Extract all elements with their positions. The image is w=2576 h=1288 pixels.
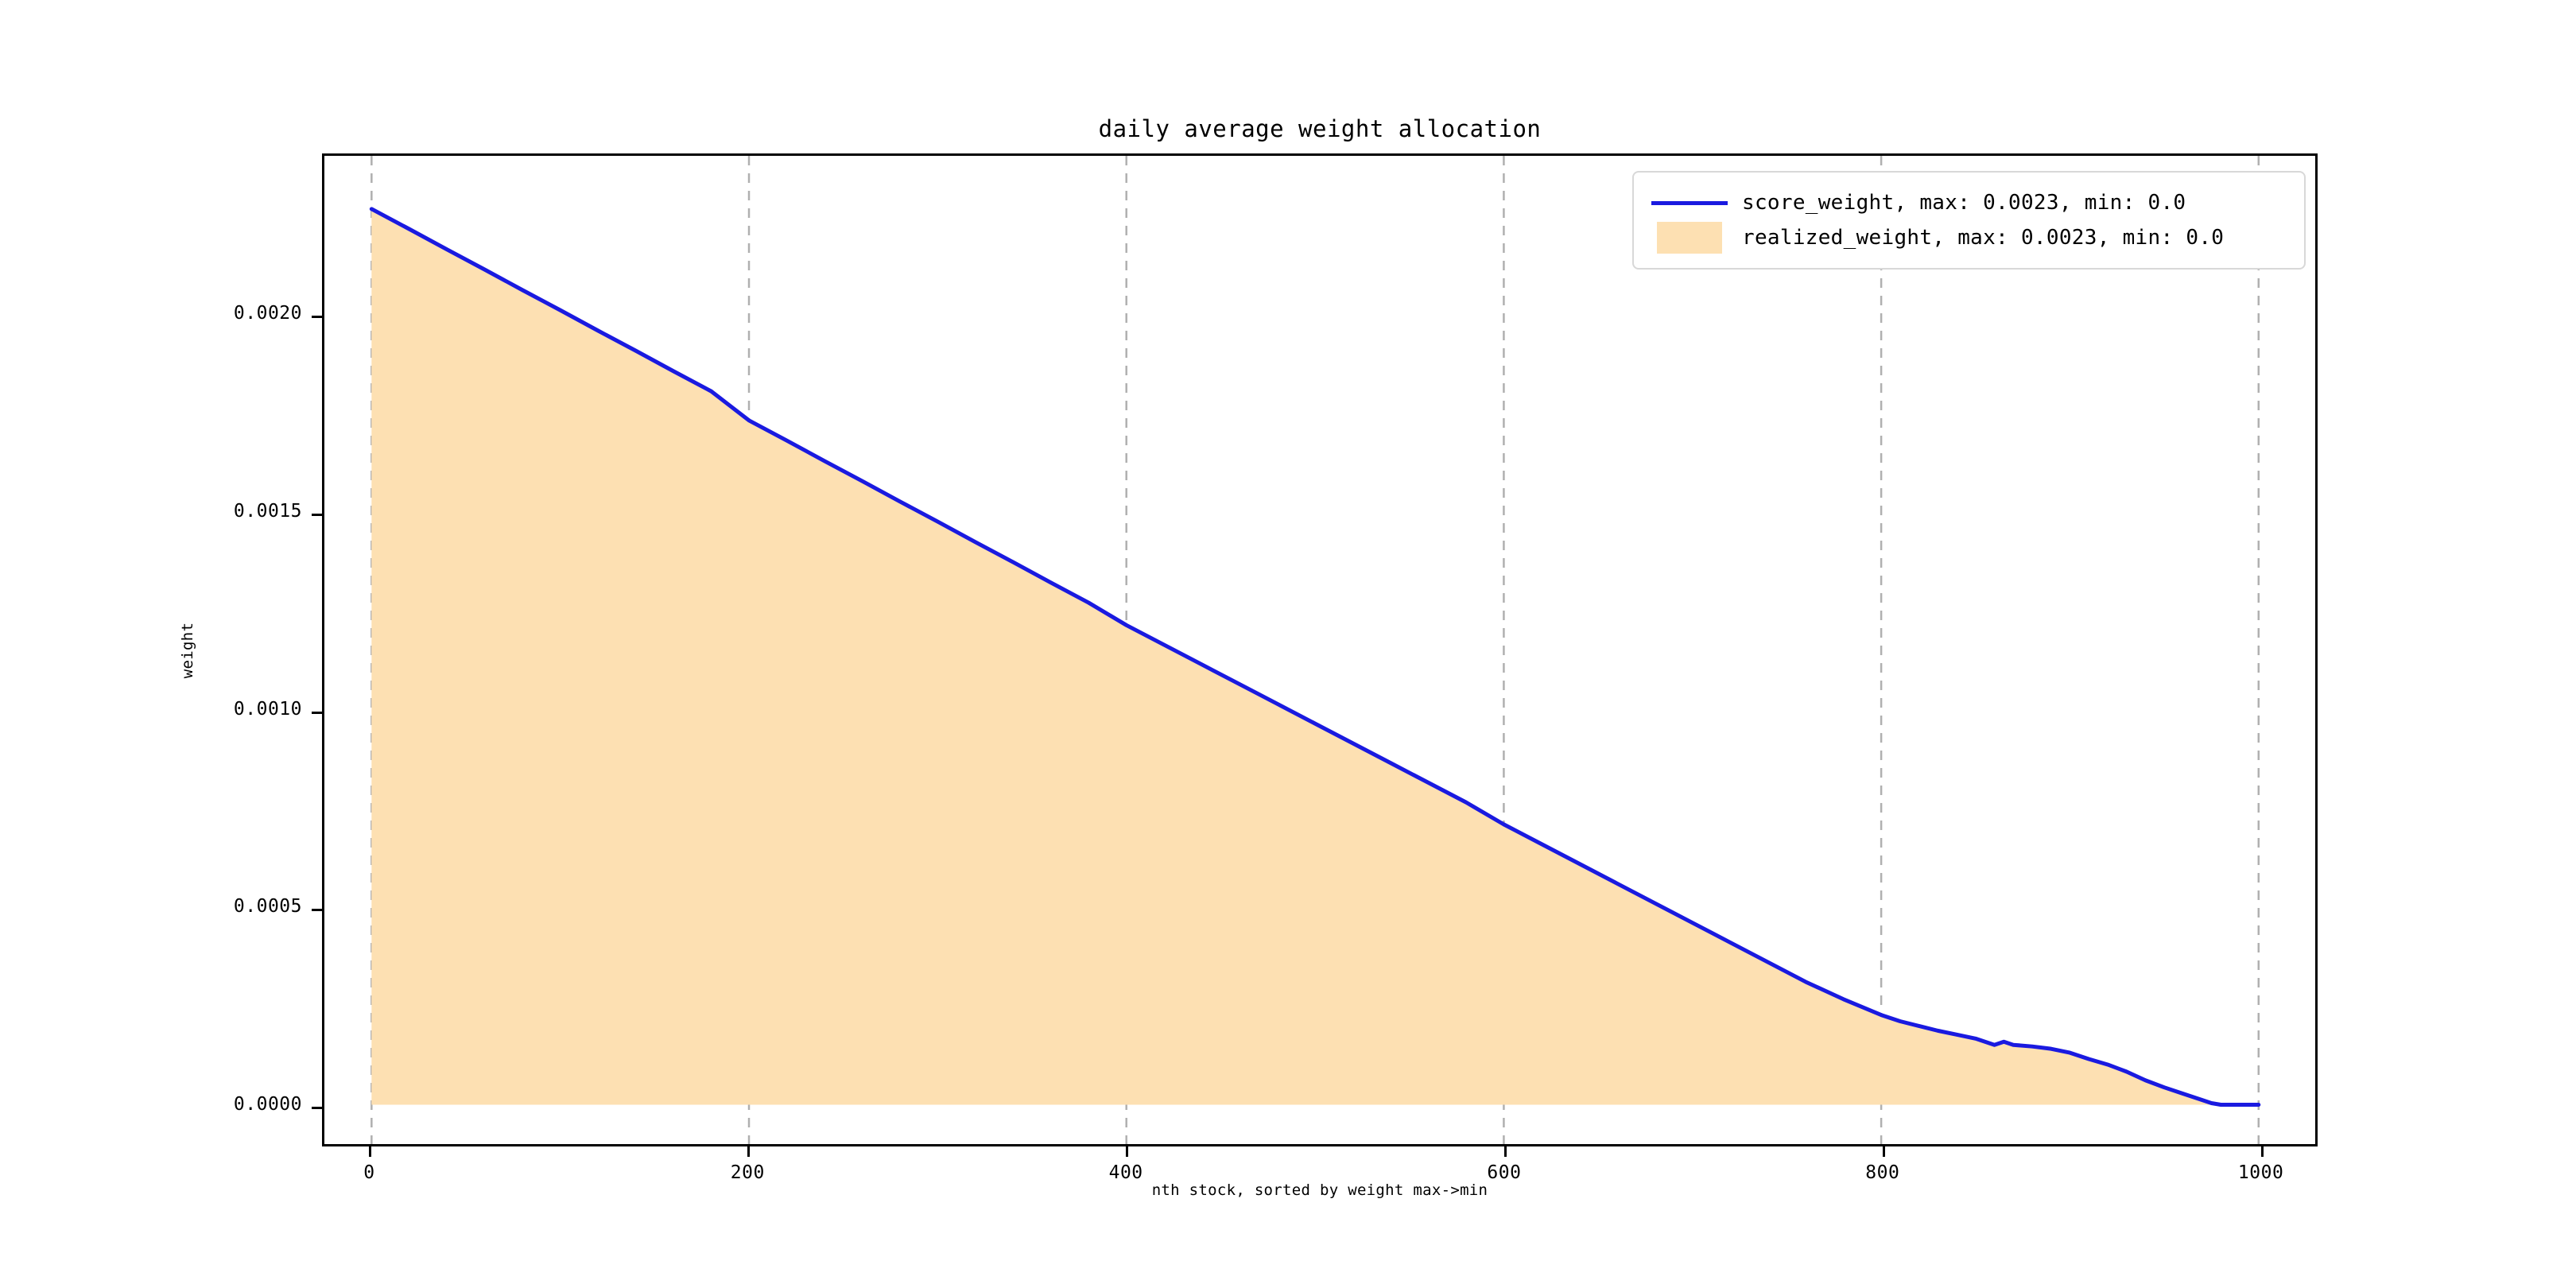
plot-area: [322, 153, 2318, 1146]
y-tick-label: 0.0010: [233, 698, 302, 720]
legend-item-score-weight[interactable]: score_weight, max: 0.0023, min: 0.0: [1648, 185, 2290, 220]
x-axis-title: nth stock, sorted by weight max->min: [1151, 1181, 1488, 1199]
realized-weight-area: [371, 208, 2259, 1105]
y-tick-label: 0.0000: [233, 1094, 302, 1115]
legend-label-realized-weight: realized_weight, max: 0.0023, min: 0.0: [1742, 226, 2225, 250]
legend-label-score-weight: score_weight, max: 0.0023, min: 0.0: [1742, 191, 2186, 215]
y-tick-mark: [312, 513, 322, 516]
x-tick-mark: [747, 1146, 751, 1157]
x-tick-mark: [2260, 1146, 2264, 1157]
x-tick-label: 1000: [2237, 1162, 2284, 1183]
chart-legend[interactable]: score_weight, max: 0.0023, min: 0.0 real…: [1632, 171, 2306, 270]
x-tick-mark: [1882, 1146, 1885, 1157]
x-tick-mark: [1126, 1146, 1129, 1157]
x-tick-label: 600: [1487, 1162, 1522, 1183]
x-tick-label: 200: [730, 1162, 765, 1183]
x-tick-label: 0: [363, 1162, 375, 1183]
y-tick-mark: [312, 711, 322, 714]
y-tick-label: 0.0005: [233, 896, 302, 918]
y-tick-label: 0.0020: [233, 303, 302, 324]
y-axis-tick-labels: 0.0000 0.0005 0.0010 0.0015 0.0020: [123, 0, 302, 1288]
y-tick-mark: [312, 1107, 322, 1110]
score-weight-line: [371, 209, 2258, 1105]
plot-svg: [324, 156, 2315, 1144]
x-tick-label: 800: [1865, 1162, 1900, 1183]
x-tick-mark: [1503, 1146, 1507, 1157]
legend-line-swatch-icon: [1648, 200, 1731, 205]
x-tick-mark: [369, 1146, 372, 1157]
chart-title: daily average weight allocation: [1098, 115, 1542, 142]
x-tick-label: 400: [1108, 1162, 1143, 1183]
y-tick-mark: [312, 316, 322, 319]
y-axis-title: weight: [179, 622, 196, 679]
y-tick-mark: [312, 909, 322, 912]
legend-item-realized-weight[interactable]: realized_weight, max: 0.0023, min: 0.0: [1648, 220, 2290, 255]
legend-patch-swatch-icon: [1648, 222, 1731, 254]
y-tick-label: 0.0015: [233, 500, 302, 522]
